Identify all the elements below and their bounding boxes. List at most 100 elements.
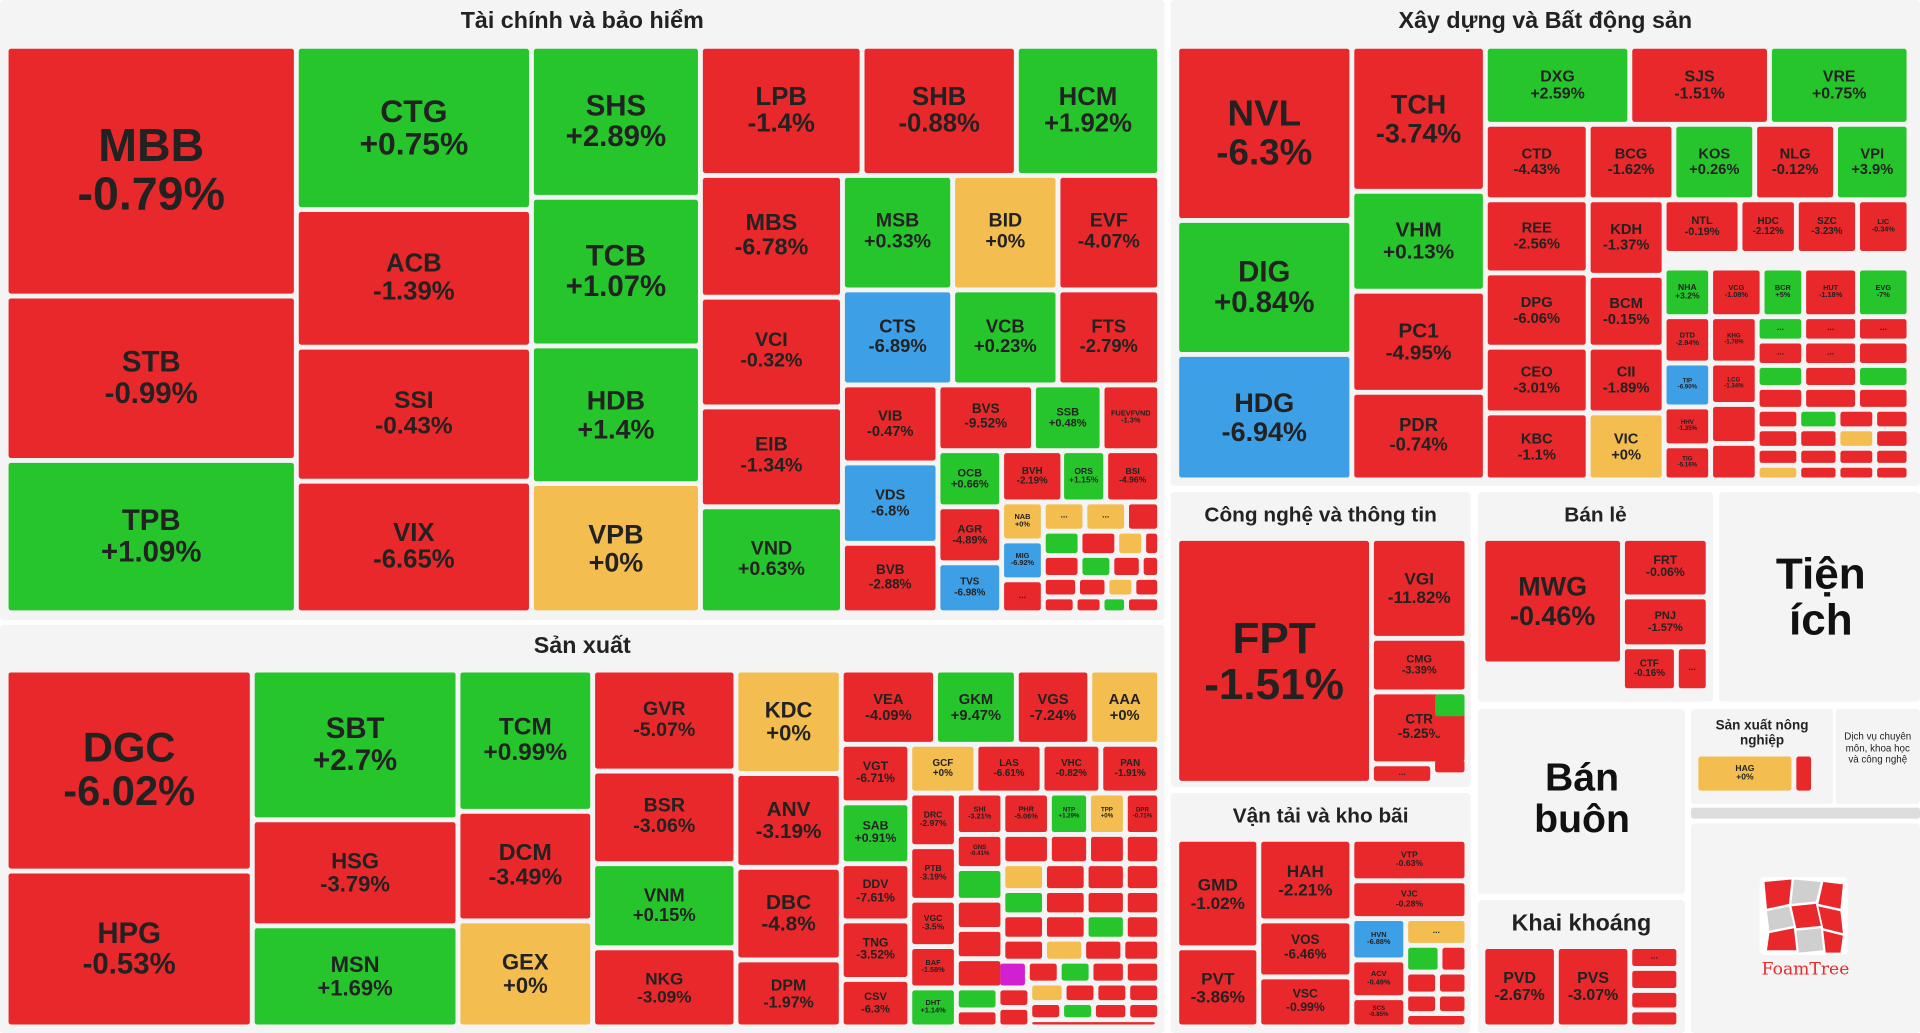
stock-tile-ssi[interactable]: SSI -0.43% xyxy=(298,349,529,479)
stock-tile-bcg[interactable]: BCG -1.62% xyxy=(1590,126,1672,198)
small-stock-tile[interactable] xyxy=(1408,947,1438,970)
small-stock-tile[interactable]: ... xyxy=(1678,649,1706,689)
stock-tile-stb[interactable]: STB -0.99% xyxy=(8,298,294,459)
stock-tile-las[interactable]: LAS -6.61% xyxy=(978,746,1040,791)
small-stock-tile[interactable] xyxy=(1632,970,1677,988)
stock-tile-lic[interactable]: LIC -0.34% xyxy=(1860,202,1907,251)
small-stock-tile[interactable] xyxy=(1045,579,1076,595)
stock-tile-vgc[interactable]: VGC -3.5% xyxy=(912,902,954,945)
stock-tile-vos[interactable]: VOS -6.46% xyxy=(1261,923,1350,975)
small-stock-tile[interactable] xyxy=(1061,963,1089,981)
stock-tile-mwg[interactable]: MWG -0.46% xyxy=(1485,540,1621,662)
stock-tile-dig[interactable]: DIG +0.84% xyxy=(1179,222,1350,353)
small-stock-tile[interactable]: ... xyxy=(1045,504,1083,529)
small-stock-tile[interactable] xyxy=(1046,892,1084,913)
stock-tile-pan[interactable]: PAN -1.91% xyxy=(1103,746,1158,791)
stock-tile-hut[interactable]: HUT -1.18% xyxy=(1806,270,1856,315)
small-stock-tile[interactable] xyxy=(1045,533,1078,554)
small-stock-tile[interactable] xyxy=(958,931,1001,957)
sector-panel-utilities[interactable]: Tiện ích xyxy=(1719,492,1920,702)
stock-tile-sab[interactable]: SAB +0.91% xyxy=(843,805,908,862)
stock-tile-ocb[interactable]: OCB +0.66% xyxy=(940,453,1000,505)
small-stock-tile[interactable] xyxy=(1088,892,1123,913)
stock-tile-acv[interactable]: ACV -0.49% xyxy=(1354,962,1404,996)
stock-tile-vcg[interactable]: VCG -1.08% xyxy=(1713,270,1760,315)
small-stock-tile[interactable] xyxy=(1000,963,1025,986)
small-stock-tile[interactable]: ... xyxy=(1004,582,1041,611)
small-stock-tile[interactable] xyxy=(1127,892,1158,913)
stock-tile-kos[interactable]: KOS +0.26% xyxy=(1676,126,1753,198)
small-stock-tile[interactable] xyxy=(1128,599,1158,611)
stock-tile-tpp[interactable]: TPP +0% xyxy=(1091,795,1123,833)
stock-tile-tpb[interactable]: TPB +1.09% xyxy=(8,462,294,611)
stock-tile-shs[interactable]: SHS +2.89% xyxy=(533,48,698,195)
small-stock-tile[interactable] xyxy=(1440,996,1465,1012)
stock-tile-cmg[interactable]: CMG -3.39% xyxy=(1373,640,1465,690)
small-stock-tile[interactable] xyxy=(958,902,1001,928)
stock-tile-anv[interactable]: ANV -3.19% xyxy=(738,775,839,865)
stock-tile-hcm[interactable]: HCM +1.92% xyxy=(1018,48,1158,173)
stock-tile-csv[interactable]: CSV -6.3% xyxy=(843,981,908,1025)
small-stock-tile[interactable] xyxy=(1127,866,1158,889)
stock-tile-pvs[interactable]: PVS -3.07% xyxy=(1558,948,1628,1025)
stock-tile-vci[interactable]: VCI -0.32% xyxy=(702,299,841,405)
stock-tile-ceo[interactable]: CEO -3.01% xyxy=(1487,349,1586,411)
small-stock-tile[interactable] xyxy=(1801,431,1836,446)
small-stock-tile[interactable] xyxy=(1759,431,1797,446)
stock-tile-eib[interactable]: EIB -1.34% xyxy=(702,409,841,505)
small-stock-tile[interactable] xyxy=(1125,941,1158,959)
stock-tile-vcb[interactable]: VCB +0.23% xyxy=(955,292,1056,383)
small-stock-tile[interactable] xyxy=(1840,411,1873,427)
small-stock-tile[interactable] xyxy=(1877,467,1907,478)
stock-tile-phr[interactable]: PHR -5.06% xyxy=(1005,795,1047,833)
small-stock-tile[interactable]: ... xyxy=(1806,319,1856,339)
small-stock-tile[interactable] xyxy=(1408,974,1436,992)
stock-tile-nlg[interactable]: NLG -0.12% xyxy=(1757,126,1834,198)
stock-tile-pnj[interactable]: PNJ -1.57% xyxy=(1624,599,1706,645)
stock-tile-hpg[interactable]: HPG -0.53% xyxy=(8,873,250,1025)
small-stock-tile[interactable] xyxy=(1759,450,1797,463)
stock-tile-fuevfvnd[interactable]: FUEVFVND -1.3% xyxy=(1104,387,1158,449)
stock-tile-vea[interactable]: VEA -4.09% xyxy=(843,672,934,742)
stock-tile-dpr[interactable]: DPR -0.71% xyxy=(1127,795,1158,833)
stock-tile-vpb[interactable]: VPB +0% xyxy=(533,486,698,611)
stock-tile-evf[interactable]: EVF -4.07% xyxy=(1060,177,1158,288)
small-stock-tile[interactable] xyxy=(1064,1005,1092,1018)
small-stock-tile[interactable] xyxy=(1045,557,1078,575)
stock-tile-vpi[interactable]: VPI +3.9% xyxy=(1837,126,1907,198)
stock-tile-vix[interactable]: VIX -6.65% xyxy=(298,483,529,611)
stock-tile-mbs[interactable]: MBS -6.78% xyxy=(702,177,841,295)
stock-tile-nha[interactable]: NHA +3.2% xyxy=(1666,270,1709,315)
stock-tile-nkg[interactable]: NKG -3.09% xyxy=(595,950,734,1025)
stock-tile-gex[interactable]: GEX +0% xyxy=(460,923,591,1025)
stock-tile-shb[interactable]: SHB -0.88% xyxy=(864,48,1014,173)
small-stock-tile[interactable] xyxy=(1095,1005,1126,1018)
stock-tile-agr[interactable]: AGR -4.89% xyxy=(940,509,1000,561)
small-stock-tile[interactable] xyxy=(1127,836,1158,862)
small-stock-tile[interactable] xyxy=(1128,504,1158,529)
stock-tile-kdh[interactable]: KDH -1.37% xyxy=(1590,202,1662,273)
stock-tile-ddv[interactable]: DDV -7.61% xyxy=(843,866,908,919)
small-stock-tile[interactable] xyxy=(1408,1015,1465,1025)
small-stock-tile[interactable] xyxy=(1796,756,1812,791)
stock-tile-aaa[interactable]: AAA +0% xyxy=(1092,672,1158,742)
small-stock-tile[interactable] xyxy=(1435,694,1465,717)
small-stock-tile[interactable]: ... xyxy=(1759,343,1802,364)
stock-tile-ctd[interactable]: CTD -4.43% xyxy=(1487,126,1586,198)
small-stock-tile[interactable]: ... xyxy=(1373,766,1431,781)
small-stock-tile[interactable] xyxy=(1877,450,1907,463)
stock-tile-lpb[interactable]: LPB -1.4% xyxy=(702,48,860,173)
small-stock-tile[interactable] xyxy=(1801,411,1836,427)
stock-tile-sjs[interactable]: SJS -1.51% xyxy=(1632,48,1767,122)
stock-tile-ntl[interactable]: NTL -0.19% xyxy=(1666,202,1738,251)
stock-tile-dcm[interactable]: DCM -3.49% xyxy=(460,813,591,919)
small-stock-tile[interactable] xyxy=(1086,941,1121,959)
stock-tile-bvb[interactable]: BVB -2.88% xyxy=(844,545,936,611)
stock-tile-vnm[interactable]: VNM +0.15% xyxy=(595,866,734,946)
stock-tile-vsc[interactable]: VSC -0.99% xyxy=(1261,979,1350,1025)
stock-tile-ree[interactable]: REE -2.56% xyxy=(1487,202,1586,271)
small-stock-tile[interactable] xyxy=(1104,599,1125,611)
small-stock-tile[interactable] xyxy=(1046,866,1084,889)
stock-tile-gvr[interactable]: GVR -5.07% xyxy=(595,672,734,769)
stock-tile-ptb[interactable]: PTB -3.19% xyxy=(912,849,954,898)
